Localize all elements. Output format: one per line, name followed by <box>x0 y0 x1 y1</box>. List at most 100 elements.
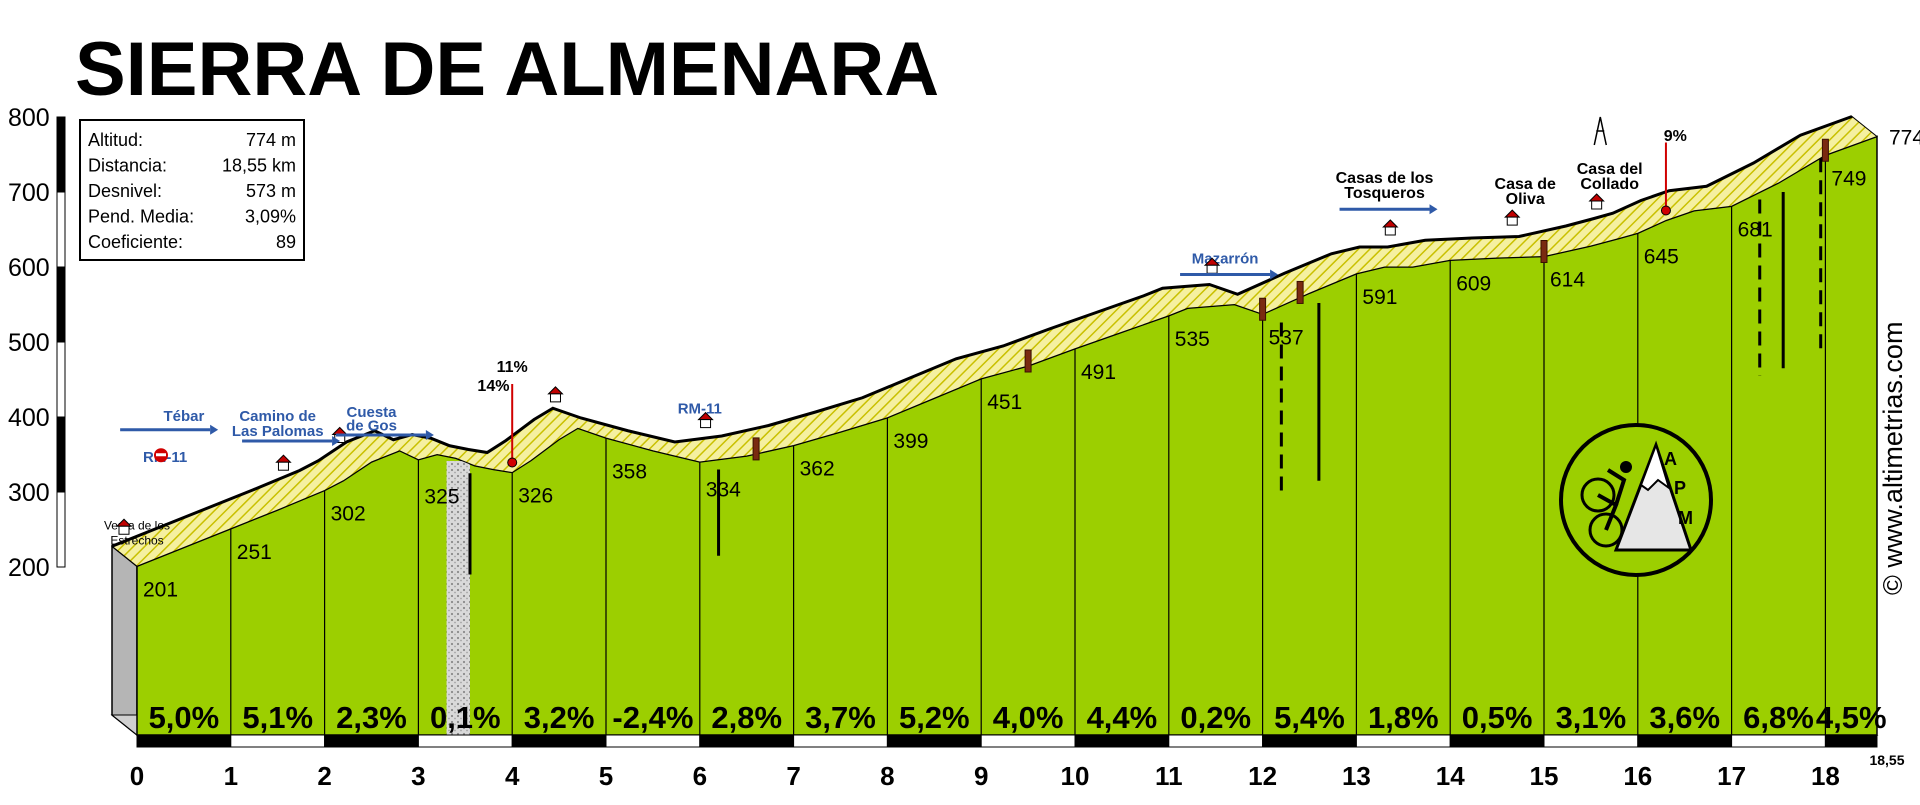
road-band <box>111 115 1878 567</box>
x-tick-label: 0 <box>130 761 144 791</box>
y-axis: 200 300 400 500 600 700 800 <box>8 104 66 582</box>
km-scale-segment <box>136 734 232 748</box>
x-tick-label: 7 <box>786 761 800 791</box>
y-tick-label: 200 <box>8 554 50 582</box>
x-tick-label: 2 <box>317 761 331 791</box>
altitude-label: 334 <box>706 479 741 502</box>
grade-label: 5,2% <box>899 700 970 735</box>
gravel-section <box>446 461 470 735</box>
x-tick-label: 15 <box>1530 761 1559 791</box>
km-scale-segment <box>1449 734 1545 748</box>
grade-marker-dot <box>1660 205 1671 216</box>
place-annotation: Camino de <box>239 408 316 425</box>
x-tick-label: 17 <box>1717 761 1746 791</box>
place-annotation: Oliva <box>1506 191 1545 208</box>
altitude-labels: 201 251 302 325 326 358 334 362 399 451 491 535 537 5… <box>143 127 1920 602</box>
place-annotation: 14% <box>477 378 509 395</box>
x-tick-label: 8 <box>880 761 894 791</box>
y-scale-segment <box>56 266 66 343</box>
info-box-frame <box>79 119 305 261</box>
cyclist-icon <box>1597 468 1627 531</box>
barrier-marker-icon <box>1821 138 1829 162</box>
altitude-label: 537 <box>1269 326 1304 349</box>
y-tick-label: 300 <box>8 479 50 507</box>
place-annotation: Venta de los <box>104 519 170 533</box>
place-annotation: Tosqueros <box>1344 185 1425 202</box>
y-scale-segment <box>56 341 66 418</box>
y-tick-label: 500 <box>8 329 50 357</box>
info-label: Desnivel: <box>88 181 162 201</box>
chart-title: SIERRA DE ALMENARA <box>75 27 939 112</box>
grade-label: 5,1% <box>242 700 313 735</box>
house-icon <box>331 426 348 435</box>
altitude-label: 201 <box>143 578 178 601</box>
info-value: 573 m <box>246 181 296 201</box>
grade-label: 5,4% <box>1274 700 1345 735</box>
apm-logo: A P M <box>1559 423 1713 577</box>
house-icon <box>547 386 564 395</box>
grade-label: 1,8% <box>1368 700 1439 735</box>
house-icon <box>700 419 712 429</box>
logo-letter-m: M <box>1678 508 1693 528</box>
place-annotation: Las Palomas <box>232 423 324 440</box>
grade-label: 0,5% <box>1462 700 1533 735</box>
info-value: 89 <box>276 232 296 252</box>
x-tick-label: 1 <box>224 761 238 791</box>
house-icon <box>275 454 292 463</box>
grade-label: 2,3% <box>336 700 407 735</box>
x-tick-label: 9 <box>974 761 988 791</box>
direction-arrow-icon <box>332 436 341 446</box>
km-scale-segment <box>511 734 607 748</box>
grade-label: 4,0% <box>993 700 1064 735</box>
km-scale-segment <box>1262 734 1357 748</box>
grade-label: 6,8% <box>1743 700 1814 735</box>
altitude-label: 399 <box>893 430 928 453</box>
place-annotation: Tébar <box>163 408 204 425</box>
km-scale-segment <box>699 734 795 748</box>
house-icon <box>1384 226 1396 236</box>
place-annotation: Casa del <box>1577 161 1643 178</box>
altitude-label: 774 <box>1889 127 1920 150</box>
km-scale-segment <box>1637 734 1733 748</box>
info-box: Altitud: 774 m Distancia: 18,55 km Desnivel:… <box>79 119 305 261</box>
altitude-label: 251 <box>237 541 272 564</box>
y-scale-segment <box>56 116 66 193</box>
barrier-marker-icon <box>1296 280 1304 304</box>
km-scale-segment <box>1074 734 1170 748</box>
info-value: 774 m <box>246 130 296 150</box>
place-annotation: Casa de <box>1495 176 1556 193</box>
house-icon <box>1206 264 1218 274</box>
place-annotation: Collado <box>1580 176 1639 193</box>
no-entry-icon <box>156 453 166 457</box>
km-scale-segment <box>417 734 513 748</box>
barrier-marker-icon <box>1540 240 1548 263</box>
barrier-marker-icon <box>1024 349 1032 373</box>
altitude-label: 302 <box>331 503 366 526</box>
grade-label: 0,2% <box>1180 700 1251 735</box>
direction-arrow-icon <box>210 424 219 435</box>
place-annotation: 9% <box>1664 128 1687 145</box>
place-annotation: Estrechos <box>110 534 163 548</box>
info-label: Coeficiente: <box>88 232 183 252</box>
place-annotation: Cuesta <box>346 404 397 421</box>
grade-label: 3,2% <box>524 700 595 735</box>
km-dividers <box>230 155 1827 735</box>
total-distance-label: 18,55 <box>1869 752 1904 768</box>
info-label: Distancia: <box>88 156 167 176</box>
x-tick-label: 4 <box>505 761 520 791</box>
place-annotation: Mazarrón <box>1192 250 1259 267</box>
x-tick-label: 18 <box>1811 761 1840 791</box>
x-tick-label: 13 <box>1342 761 1371 791</box>
snow-cap-icon <box>1639 441 1671 492</box>
km-scale-segment <box>793 734 888 748</box>
grade-label: 3,6% <box>1649 700 1720 735</box>
place-annotation: RM-11 <box>678 400 722 417</box>
altitude-label: 681 <box>1738 218 1773 241</box>
x-tick-label: 5 <box>599 761 613 791</box>
grade-label: 0,1% <box>430 700 501 735</box>
altitude-label: 358 <box>612 461 647 484</box>
grade-labels: 5,0% 5,1% 2,3% 0,1% 3,2% -2,4% 2,8% 3,7% 5,2% 4,0… <box>149 700 1887 735</box>
info-label: Pend. Media: <box>88 207 194 227</box>
info-value: 3,09% <box>245 207 296 227</box>
house-icon <box>1591 200 1603 210</box>
